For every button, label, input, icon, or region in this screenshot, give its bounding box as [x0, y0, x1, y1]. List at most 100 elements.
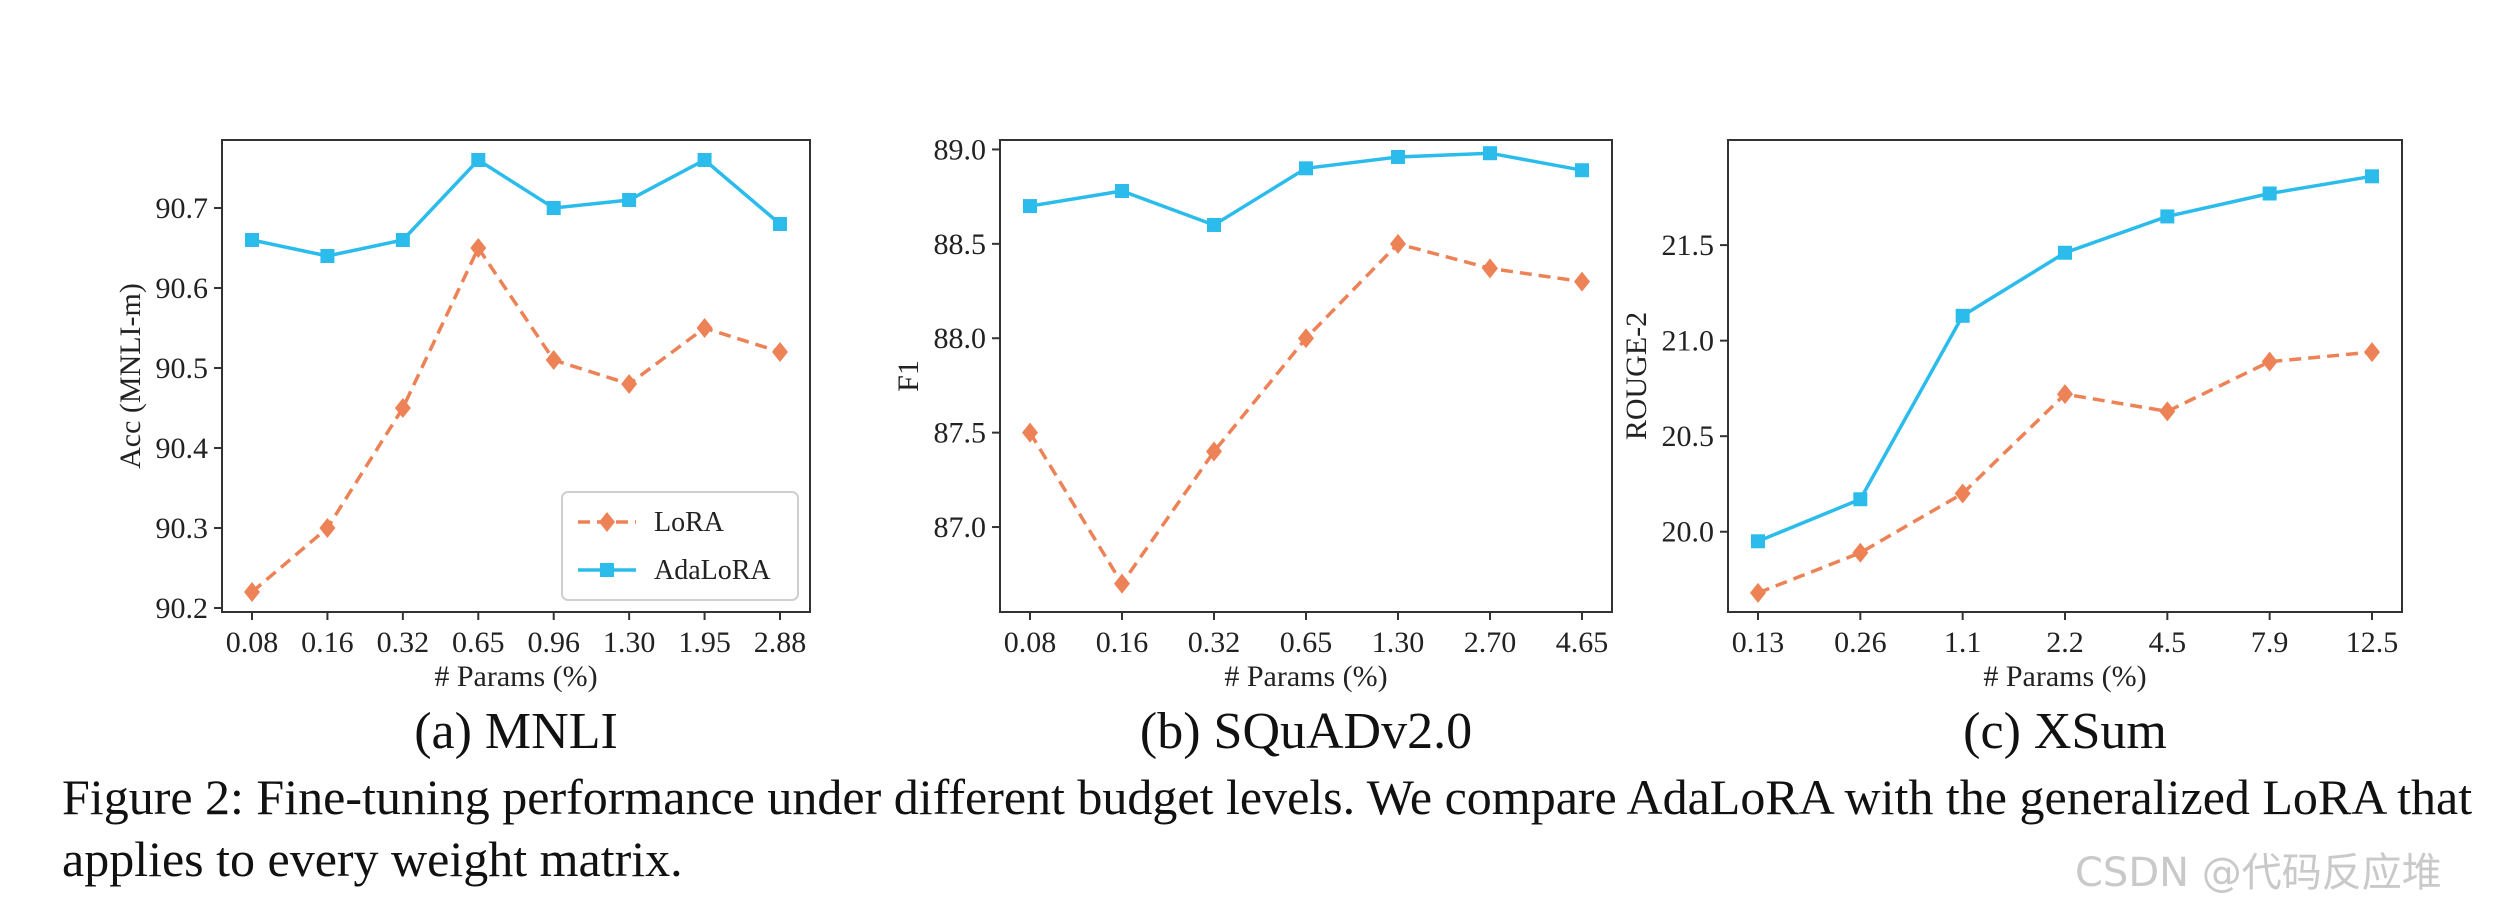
y-tick-label: 90.3 [156, 512, 209, 545]
lora-legend-label: LoRA [654, 507, 725, 538]
x-tick-label: 0.08 [1004, 626, 1057, 659]
y-tick-label: 87.0 [934, 511, 987, 544]
adalora-point [546, 201, 561, 215]
adalora-series-line [251, 157, 782, 258]
lora-point [244, 582, 260, 602]
adalora-point [622, 193, 637, 207]
x-axis-title: # Params (%) [1983, 660, 2146, 693]
legend: LoRA AdaLoRA [561, 491, 799, 601]
y-tick-label: 87.5 [934, 417, 987, 450]
x-tick-label: 4.65 [1556, 626, 1609, 659]
y-axis-title: Acc (MNLI-m) [114, 283, 147, 469]
x-tick-label: 0.32 [377, 626, 430, 659]
x-tick-label: 2.70 [1464, 626, 1517, 659]
y-tick-label: 88.5 [934, 228, 987, 261]
x-tick-label: 4.5 [2149, 626, 2187, 659]
x-tick-label: 12.5 [2346, 626, 2399, 659]
y-tick-label: 21.0 [1662, 325, 1715, 358]
y-tick-label: 90.6 [156, 272, 209, 305]
adalora-point [1955, 308, 1970, 323]
adalora-point [2058, 245, 2072, 260]
x-tick-label: 1.1 [1944, 626, 1982, 659]
lora-point [2261, 351, 2278, 372]
adalora-point [320, 249, 335, 263]
adalora-point [1483, 146, 1497, 161]
x-tick-label: 1.95 [678, 626, 731, 659]
adalora-point [773, 217, 787, 231]
lora-series-line [1028, 241, 1583, 587]
x-tick-label: 0.16 [301, 626, 354, 659]
y-tick-label: 21.5 [1662, 229, 1715, 262]
y-tick-label: 88.0 [934, 322, 987, 355]
plot-frame [1727, 139, 2403, 613]
adalora-point [697, 153, 712, 167]
lora-series-line [250, 244, 781, 594]
x-tick-label: 0.32 [1188, 626, 1241, 659]
y-tick-label: 90.5 [156, 352, 209, 385]
subcaption: (c) XSum [1963, 703, 2167, 760]
adalora-legend-label: AdaLoRA [654, 555, 771, 586]
adalora-point [395, 233, 410, 247]
adalora-point [1575, 163, 1589, 178]
lora-point [1954, 483, 1971, 504]
adalora-point [1391, 149, 1405, 164]
adalora-point [2160, 209, 2175, 224]
x-tick-label: 0.08 [226, 626, 279, 659]
x-axis-title: # Params (%) [1224, 660, 1387, 693]
lora-point [2159, 401, 2176, 422]
watermark: CSDN @代码反应堆 [2075, 850, 2442, 896]
x-tick-label: 0.16 [1096, 626, 1149, 659]
lora-point [394, 398, 411, 418]
lora-point [1206, 441, 1222, 462]
x-tick-label: 0.26 [1834, 626, 1887, 659]
lora-point [621, 374, 638, 394]
y-axis-title: F1 [892, 360, 925, 392]
lora-point [1574, 271, 1590, 292]
y-axis-title: ROUGE-2 [1620, 312, 1653, 440]
subcaption: (a) MNLI [414, 703, 618, 760]
adalora-point [1299, 161, 1313, 176]
subcaption: (b) SQuADv2.0 [1140, 703, 1472, 760]
chart-panel-1: 0.08 0.16 0.32 0.65 0.96 1.30 1.95 2.88 90.2 90.3… [114, 139, 811, 760]
y-tick-label: 90.4 [156, 432, 209, 465]
y-tick-label: 20.0 [1662, 516, 1715, 549]
x-tick-label: 0.13 [1732, 626, 1785, 659]
y-tick-label: 90.2 [156, 592, 209, 625]
figure-caption: Figure 2: Fine-tuning performance under … [62, 769, 2473, 887]
adalora-series-line [1757, 174, 2373, 543]
x-tick-label: 0.65 [1280, 626, 1333, 659]
adalora-point [245, 233, 259, 247]
adalora-point [2365, 169, 2379, 184]
adalora-point [2262, 186, 2277, 201]
lora-point [1390, 233, 1406, 254]
lora-point [1482, 258, 1498, 279]
lora-point [470, 238, 487, 258]
adalora-point [1023, 199, 1037, 214]
plot-frame [221, 139, 811, 613]
x-tick-label: 0.96 [527, 626, 580, 659]
adalora-point [1207, 217, 1221, 232]
y-tick-label: 89.0 [934, 133, 987, 166]
lora-point [2364, 342, 2380, 363]
lora-point [2057, 384, 2073, 405]
lora-point [1022, 422, 1038, 443]
x-tick-label: 2.88 [754, 626, 807, 659]
x-axis-title: # Params (%) [434, 660, 597, 693]
x-tick-label: 7.9 [2251, 626, 2289, 659]
lora-point [1114, 573, 1130, 594]
adalora-point [1751, 534, 1765, 549]
plot-frame [999, 139, 1613, 613]
lora-point [545, 350, 562, 370]
x-tick-label: 0.65 [452, 626, 505, 659]
adalora-point [471, 153, 486, 167]
lora-point [696, 318, 713, 338]
x-tick-label: 1.30 [1372, 626, 1425, 659]
legend-box [561, 491, 799, 601]
lora-legend-marker [599, 512, 615, 532]
adalora-point [1853, 492, 1868, 507]
chart-panel-2: 0.08 0.16 0.32 0.65 1.30 2.70 4.65 87.0 87.5 88.0… [892, 133, 1613, 760]
x-tick-label: 2.2 [2046, 626, 2084, 659]
lora-point [1852, 542, 1869, 563]
lora-point [772, 342, 788, 362]
